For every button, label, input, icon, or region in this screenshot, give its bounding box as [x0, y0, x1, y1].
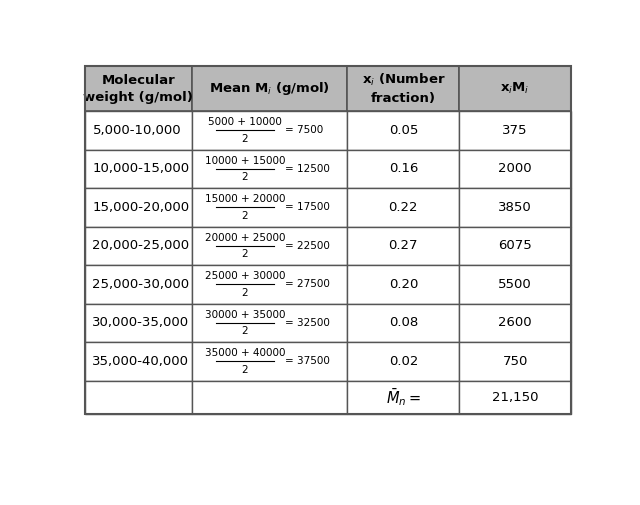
Text: 2: 2	[241, 133, 248, 143]
Bar	[348, 265, 460, 304]
Text: 30000 + 35000: 30000 + 35000	[205, 310, 285, 320]
Text: 20000 + 25000: 20000 + 25000	[205, 233, 285, 243]
Bar	[348, 149, 460, 188]
Text: 2: 2	[241, 365, 248, 375]
Bar	[192, 381, 348, 414]
Bar	[460, 381, 571, 414]
Text: 21,150: 21,150	[492, 391, 538, 403]
Text: 0.08: 0.08	[388, 316, 418, 329]
Text: 5500: 5500	[499, 278, 532, 291]
Text: 2: 2	[241, 211, 248, 221]
Text: = 32500: = 32500	[285, 318, 330, 328]
Bar	[460, 304, 571, 342]
Text: 750: 750	[502, 355, 528, 368]
Text: 2: 2	[241, 172, 248, 182]
Text: = 7500: = 7500	[285, 125, 323, 135]
Text: 35000 + 40000: 35000 + 40000	[205, 348, 285, 358]
Text: $\bar{M}_n =$: $\bar{M}_n =$	[386, 386, 421, 408]
Text: 6075: 6075	[499, 239, 532, 252]
Text: 375: 375	[502, 124, 528, 137]
Text: = 22500: = 22500	[285, 241, 330, 251]
Text: 30,000-35,000: 30,000-35,000	[92, 316, 189, 329]
Text: = 12500: = 12500	[285, 164, 330, 174]
Bar	[85, 227, 192, 265]
Bar	[85, 304, 192, 342]
Bar	[460, 188, 571, 227]
Bar	[85, 111, 192, 149]
Text: 35,000-40,000: 35,000-40,000	[92, 355, 189, 368]
Bar	[85, 149, 192, 188]
Bar	[85, 342, 192, 381]
Bar	[348, 381, 460, 414]
Bar	[460, 149, 571, 188]
Bar	[192, 265, 348, 304]
Text: = 37500: = 37500	[285, 357, 330, 366]
Text: 10,000-15,000: 10,000-15,000	[92, 163, 189, 175]
Text: 0.27: 0.27	[388, 239, 418, 252]
Text: 25000 + 30000: 25000 + 30000	[205, 271, 285, 281]
Text: 0.02: 0.02	[388, 355, 418, 368]
Bar	[192, 188, 348, 227]
Bar	[85, 265, 192, 304]
Text: Molecular
weight (g/mol): Molecular weight (g/mol)	[83, 74, 193, 104]
Bar	[348, 342, 460, 381]
Text: 0.20: 0.20	[388, 278, 418, 291]
Bar	[348, 67, 460, 111]
Text: 2600: 2600	[499, 316, 532, 329]
Bar	[460, 342, 571, 381]
Text: 10000 + 15000: 10000 + 15000	[205, 156, 285, 166]
Bar	[348, 188, 460, 227]
Text: Mean M$_i$ (g/mol): Mean M$_i$ (g/mol)	[209, 80, 330, 97]
Text: 2: 2	[241, 287, 248, 297]
Text: 2: 2	[241, 249, 248, 259]
Bar	[348, 227, 460, 265]
Bar	[460, 67, 571, 111]
Bar	[192, 67, 348, 111]
Bar	[85, 381, 192, 414]
Text: 25,000-30,000: 25,000-30,000	[92, 278, 189, 291]
Bar	[192, 304, 348, 342]
Bar	[460, 265, 571, 304]
Text: 2: 2	[241, 326, 248, 336]
Text: 3850: 3850	[499, 201, 532, 214]
Text: 0.16: 0.16	[388, 163, 418, 175]
Bar	[85, 188, 192, 227]
Text: 0.05: 0.05	[388, 124, 418, 137]
Bar	[460, 111, 571, 149]
Text: = 17500: = 17500	[285, 203, 330, 213]
Text: 20,000-25,000: 20,000-25,000	[92, 239, 189, 252]
Text: 0.22: 0.22	[388, 201, 418, 214]
Text: = 27500: = 27500	[285, 279, 330, 289]
Bar	[348, 304, 460, 342]
Text: 5000 + 10000: 5000 + 10000	[208, 117, 282, 127]
Bar	[460, 227, 571, 265]
Text: 15,000-20,000: 15,000-20,000	[92, 201, 189, 214]
Text: 2000: 2000	[499, 163, 532, 175]
Text: x$_i$M$_i$: x$_i$M$_i$	[500, 81, 530, 96]
Bar	[192, 227, 348, 265]
Bar	[85, 67, 192, 111]
Text: 15000 + 20000: 15000 + 20000	[205, 194, 285, 204]
Text: 5,000-10,000: 5,000-10,000	[92, 124, 181, 137]
Bar	[192, 149, 348, 188]
Bar	[192, 342, 348, 381]
Bar	[192, 111, 348, 149]
Bar	[348, 111, 460, 149]
Text: x$_i$ (Number
fraction): x$_i$ (Number fraction)	[362, 72, 445, 106]
Bar	[85, 67, 571, 414]
